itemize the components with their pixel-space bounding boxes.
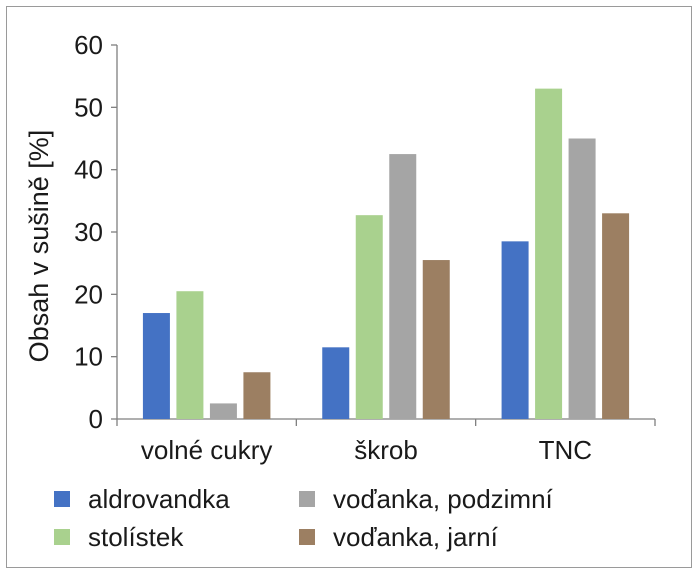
bar [535, 88, 563, 419]
bar [355, 215, 383, 419]
y-tick-label: 60 [74, 30, 103, 60]
bar [243, 372, 271, 419]
legend-label: stolístek [88, 522, 184, 552]
legend-swatch [299, 529, 315, 545]
bar [389, 154, 417, 420]
x-axis: volné cukry škrob TNC [116, 418, 656, 465]
x-category-label: škrob [354, 435, 418, 465]
bar [602, 213, 630, 419]
bar [142, 313, 170, 419]
y-tick-label: 0 [89, 404, 103, 434]
legend: aldrovandka stolístek voďanka, podzimní voď… [54, 484, 554, 552]
y-tick-label: 10 [74, 342, 103, 372]
legend-swatch [54, 529, 70, 545]
bar [422, 260, 450, 419]
y-tick-label: 40 [74, 155, 103, 185]
bar [209, 403, 237, 419]
y-axis: 0 10 20 30 40 50 60 [74, 30, 118, 434]
x-category-label: volné cukry [141, 435, 273, 465]
legend-swatch [299, 491, 315, 507]
y-tick-label: 20 [74, 279, 103, 309]
legend-label: voďanka, podzimní [333, 484, 554, 514]
chart-frame [6, 6, 692, 568]
bar [322, 347, 350, 419]
legend-label: voďanka, jarní [333, 522, 499, 552]
y-tick-label: 30 [74, 217, 103, 247]
bar [501, 241, 529, 419]
legend-label: aldrovandka [88, 484, 230, 514]
y-tick-label: 50 [74, 92, 103, 122]
legend-swatch [54, 491, 70, 507]
x-category-label: TNC [539, 435, 592, 465]
bars [142, 88, 630, 420]
bar [568, 138, 596, 419]
bar [176, 291, 204, 419]
y-axis-title: Obsah v sušině [%] [24, 130, 54, 363]
